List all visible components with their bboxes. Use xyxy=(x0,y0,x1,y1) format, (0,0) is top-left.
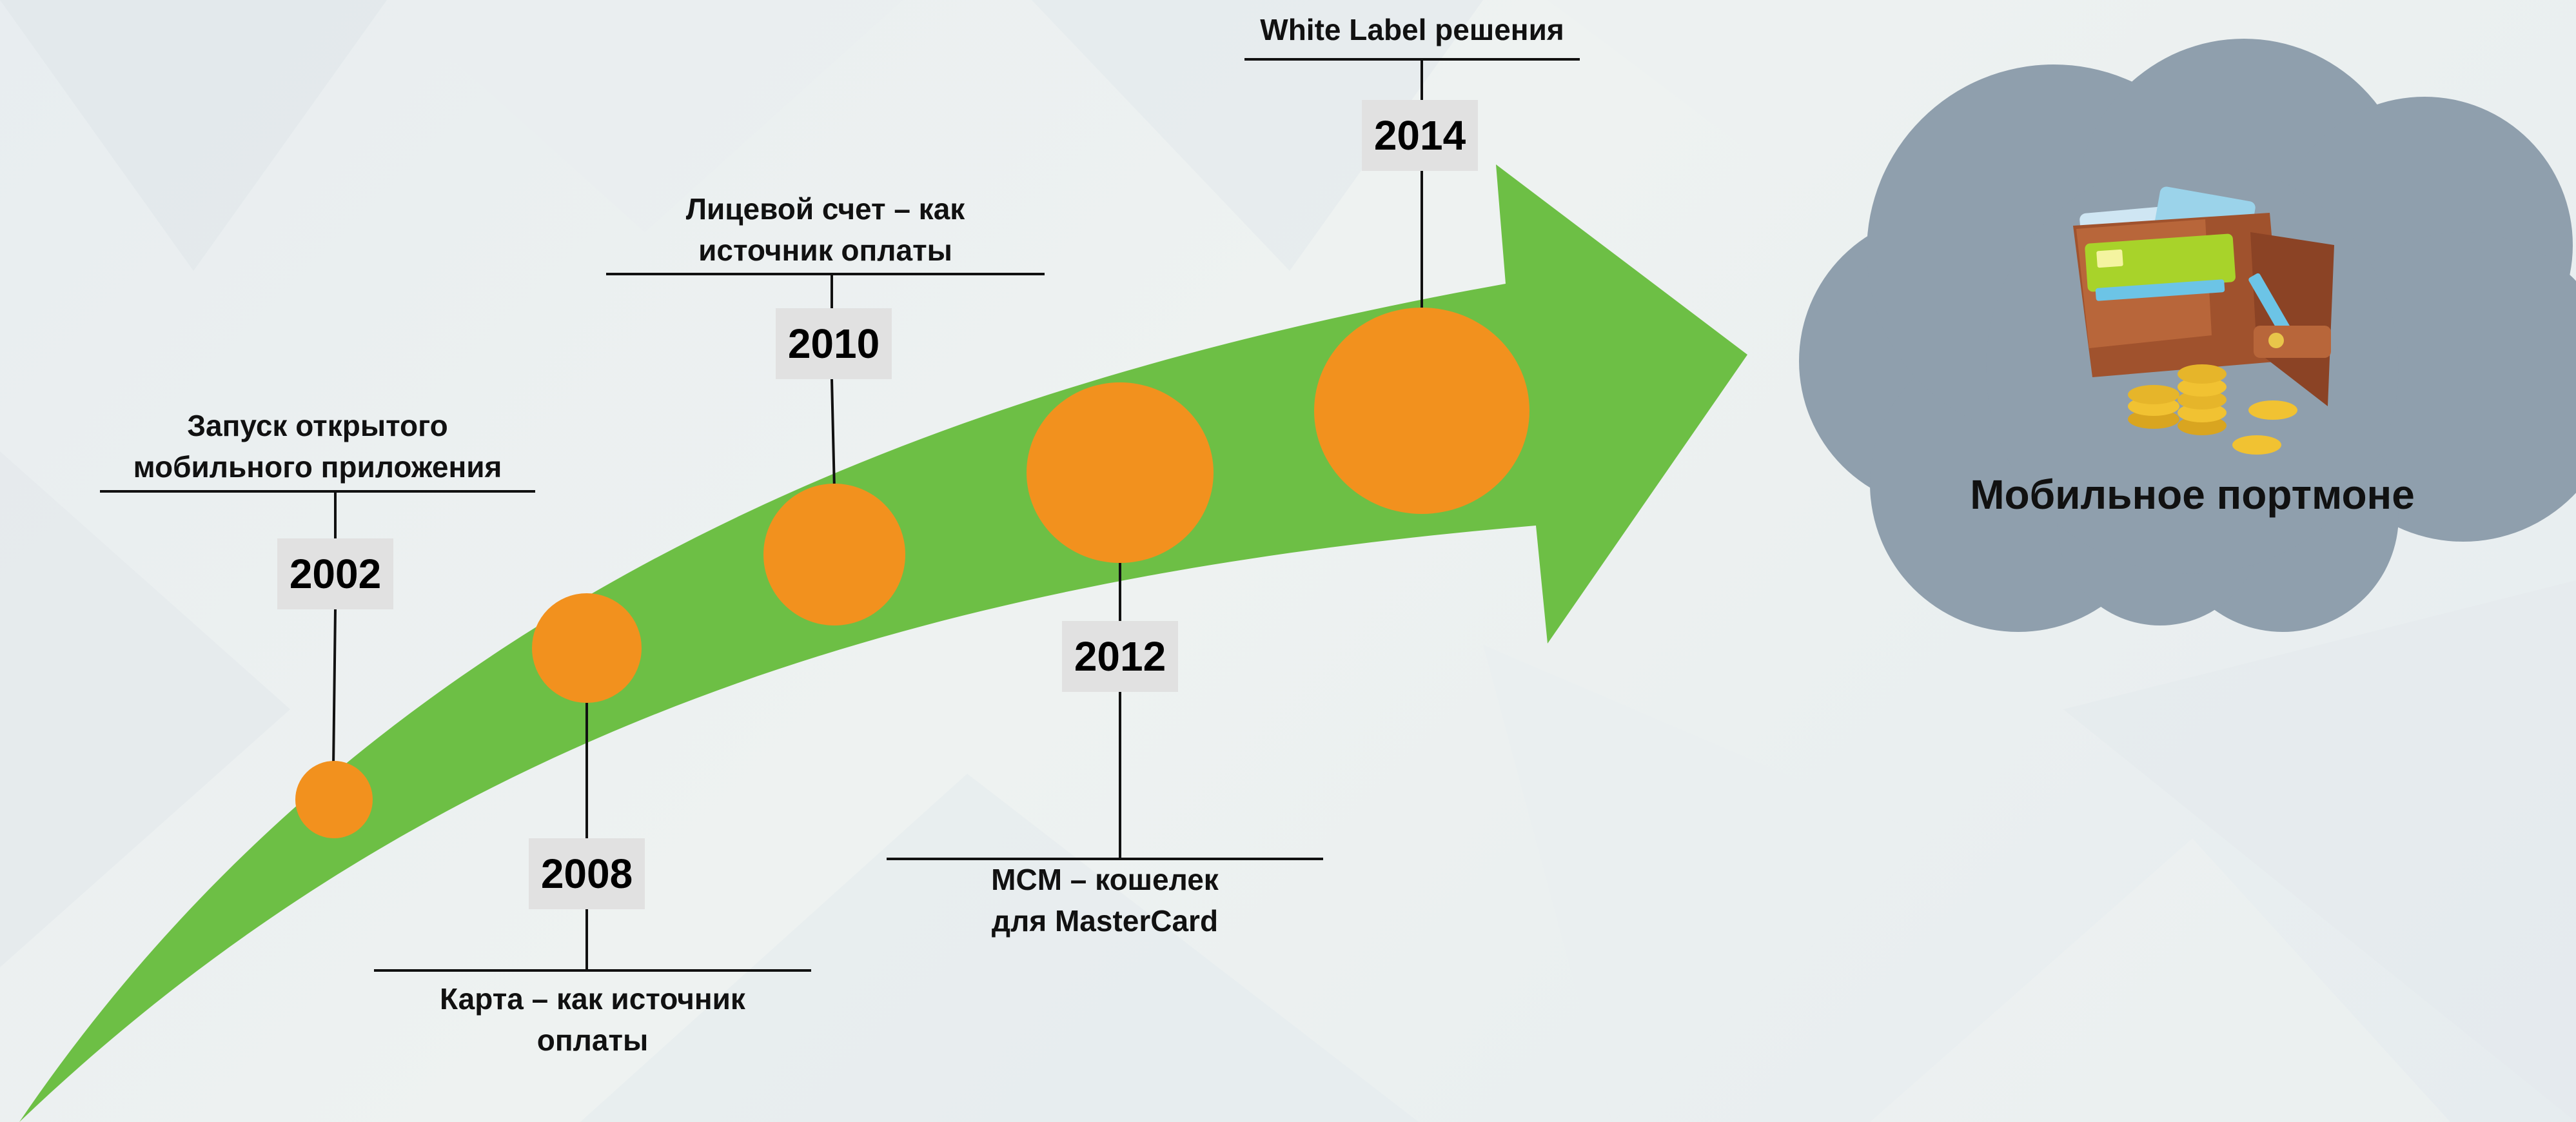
milestone-label-2010-line1: Лицевой счет – как xyxy=(685,192,965,226)
wallet-with-coins-icon xyxy=(2073,186,2334,455)
year-box-2012: 2012 xyxy=(1062,621,1178,692)
milestone-label-2008-line1: Карта – как источник xyxy=(440,982,745,1016)
milestone-label-2012: MCM – кошелек для MasterCard xyxy=(887,859,1323,941)
milestone-label-2010-line2: источник оплаты xyxy=(698,233,952,267)
milestone-label-2012-line1: MCM – кошелек xyxy=(991,863,1219,896)
milestone-label-2002-line2: мобильного приложения xyxy=(133,450,502,484)
cloud-title: Мобильное портмоне xyxy=(1970,471,2415,518)
milestone-label-2002-line1: Запуск открытого xyxy=(187,409,448,442)
year-box-2002: 2002 xyxy=(277,538,393,609)
milestone-label-2008: Карта – как источник оплаты xyxy=(374,978,811,1061)
milestone-circle-2008 xyxy=(532,593,642,703)
year-box-2014: 2014 xyxy=(1362,100,1478,171)
milestone-label-2014: White Label решения xyxy=(1244,9,1580,50)
connector-2010-v2 xyxy=(831,379,836,491)
milestone-circle-2014 xyxy=(1314,308,1529,514)
milestone-label-2014-line1: White Label решения xyxy=(1260,13,1564,46)
milestone-label-2008-line2: оплаты xyxy=(536,1023,649,1057)
milestone-circle-2010 xyxy=(763,484,905,625)
milestone-circle-2012 xyxy=(1027,382,1214,563)
milestone-label-2002: Запуск открытого мобильного приложения xyxy=(100,405,535,487)
year-box-2008: 2008 xyxy=(529,838,645,909)
year-box-2010: 2010 xyxy=(776,308,892,379)
milestone-label-2012-line2: для MasterCard xyxy=(991,904,1219,938)
milestone-label-2010: Лицевой счет – как источник оплаты xyxy=(606,188,1045,271)
milestone-circle-2002 xyxy=(295,761,373,838)
connector-2002-v2 xyxy=(332,609,337,768)
